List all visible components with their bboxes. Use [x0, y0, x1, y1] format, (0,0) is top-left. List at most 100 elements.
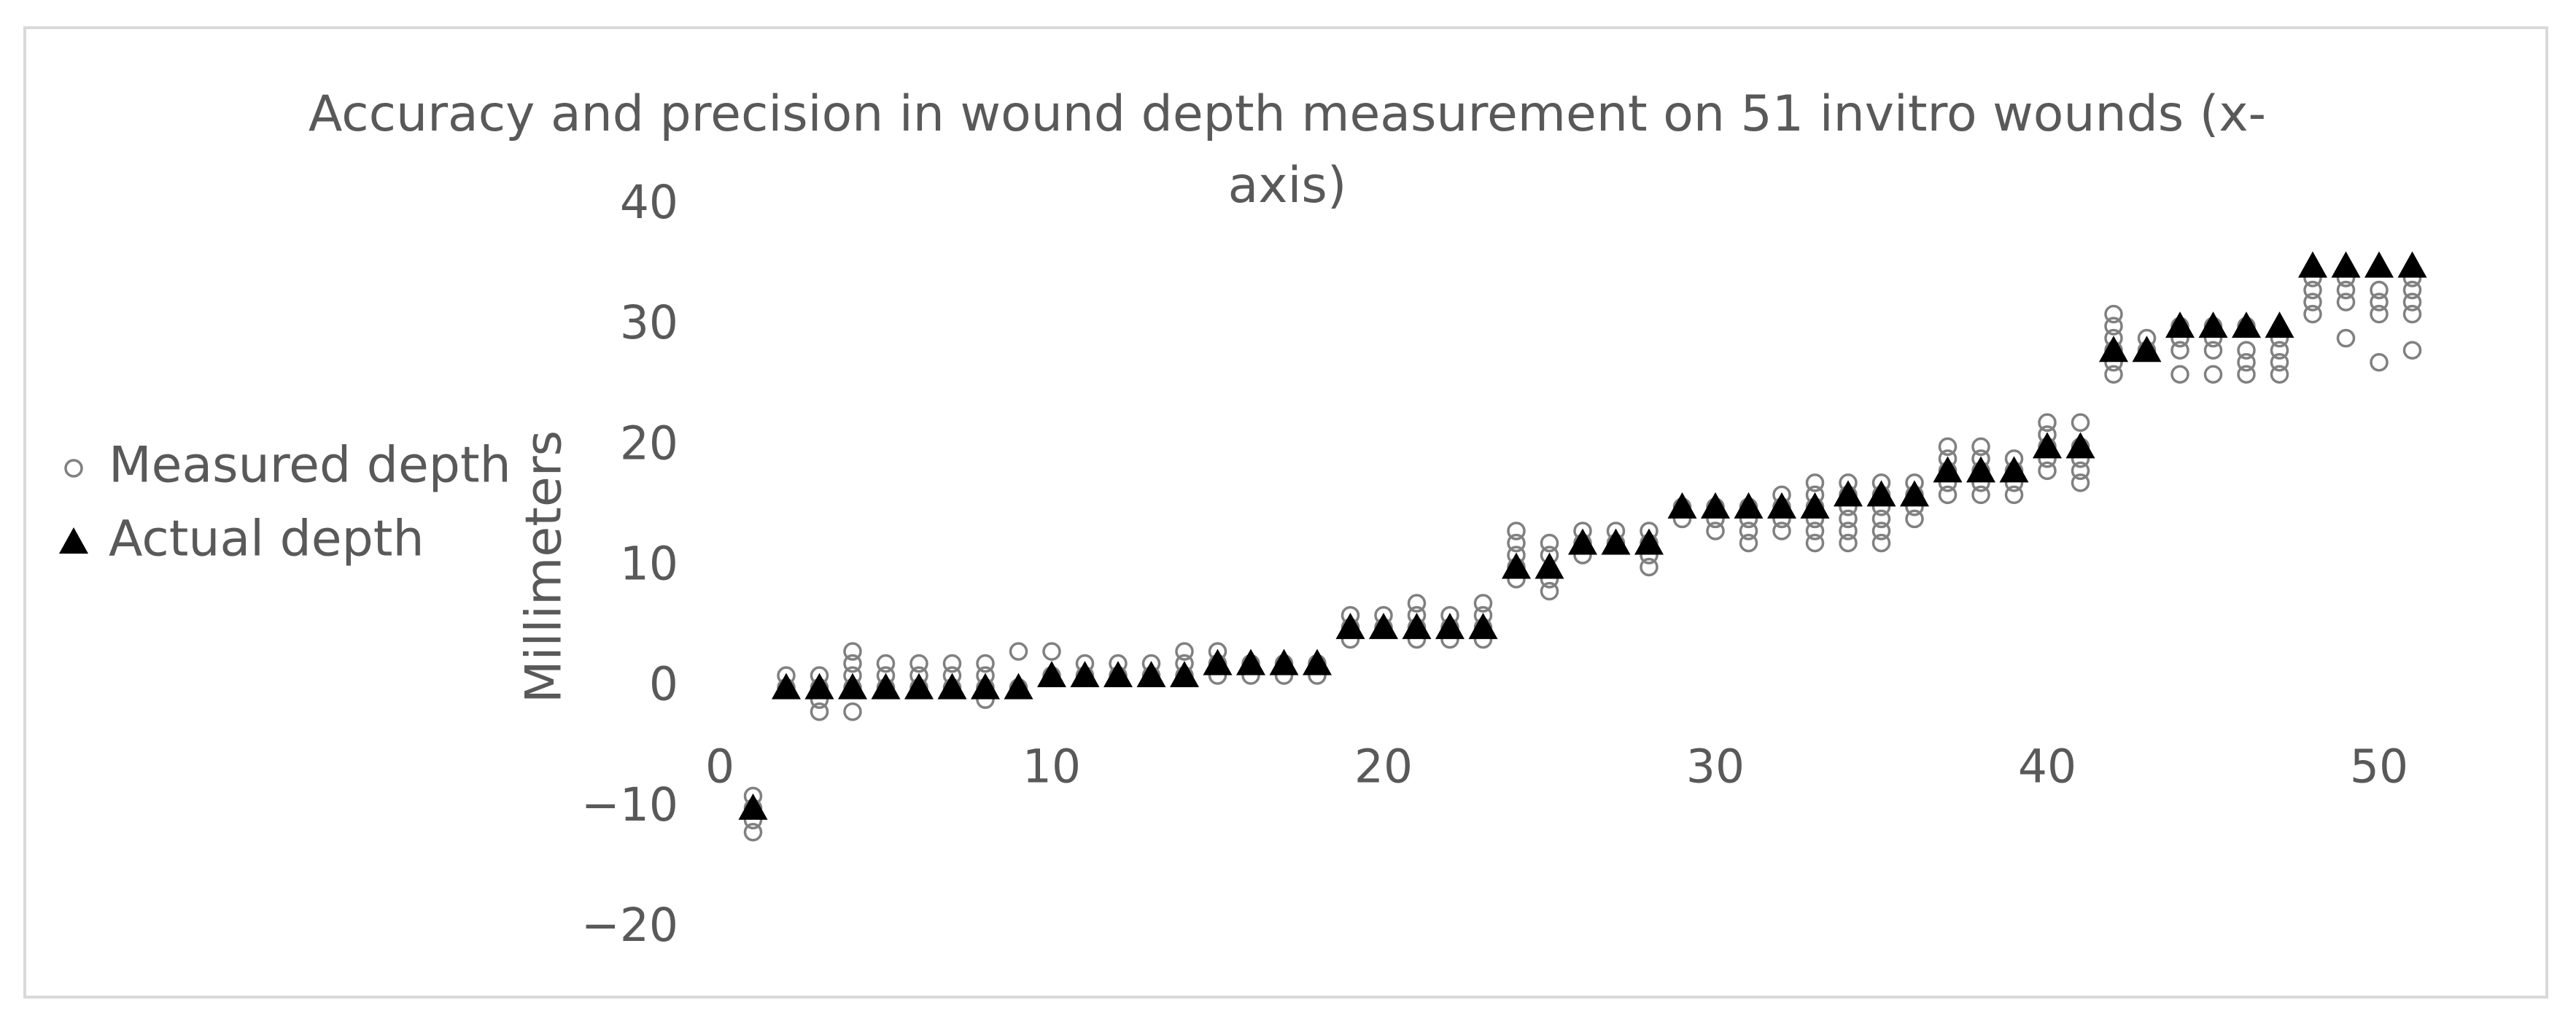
data-point — [2104, 365, 2123, 384]
data-point — [2071, 461, 2090, 481]
data-point — [871, 673, 901, 699]
data-point — [2071, 473, 2090, 492]
data-point — [2237, 352, 2256, 372]
data-point — [2270, 365, 2289, 384]
data-point — [1971, 485, 1990, 505]
data-point — [843, 702, 862, 721]
data-point — [2370, 352, 2389, 372]
x-tick-label: 0 — [705, 740, 734, 794]
data-point — [738, 793, 768, 820]
data-point — [1767, 492, 1796, 519]
y-tick-label: 0 — [649, 658, 678, 711]
data-point — [2402, 341, 2422, 360]
data-point — [2370, 292, 2389, 311]
data-point — [1369, 613, 1398, 640]
data-point — [2402, 292, 2422, 311]
data-point — [1175, 642, 1194, 661]
data-point — [1601, 528, 1631, 555]
x-tick-label: 10 — [1023, 740, 1081, 794]
data-point — [2165, 311, 2195, 338]
data-point — [2336, 292, 2356, 311]
data-point — [743, 823, 763, 842]
data-point — [1772, 522, 1791, 540]
y-tick-label: 40 — [620, 176, 678, 229]
data-point — [2170, 341, 2189, 360]
data-point — [1535, 552, 1564, 579]
data-point — [2270, 341, 2289, 360]
data-point — [1667, 492, 1697, 519]
data-point — [2170, 365, 2189, 384]
legend-label: Measured depth — [109, 437, 511, 495]
legend-marker — [59, 527, 88, 554]
data-point — [1839, 522, 1858, 540]
chart-frame — [23, 26, 2548, 999]
data-point — [1739, 533, 1758, 553]
data-point — [1070, 661, 1100, 688]
data-point — [1540, 581, 1559, 601]
data-point — [1734, 492, 1764, 519]
data-point — [2132, 336, 2162, 363]
data-point — [976, 654, 995, 673]
data-point — [2203, 365, 2223, 384]
data-point — [1407, 594, 1427, 613]
data-point — [1933, 456, 1963, 483]
data-point — [1866, 480, 1896, 507]
data-point — [2402, 304, 2422, 324]
data-point — [937, 673, 967, 699]
data-point — [2303, 292, 2322, 311]
data-point — [942, 654, 962, 673]
data-point — [2303, 280, 2322, 300]
data-point — [1170, 661, 1199, 688]
data-point — [1871, 509, 1891, 529]
y-tick-label: −20 — [581, 899, 678, 952]
data-point — [971, 673, 1000, 699]
data-point — [2331, 251, 2361, 278]
data-point — [2370, 280, 2389, 300]
data-point — [1805, 473, 1825, 492]
data-point — [1540, 533, 1559, 553]
data-point — [2203, 341, 2223, 360]
data-point — [1402, 613, 1432, 640]
data-point — [1634, 528, 1664, 555]
data-point — [2038, 413, 2057, 433]
data-point — [1905, 509, 1924, 529]
data-point — [2370, 304, 2389, 324]
data-point — [1009, 642, 1028, 661]
y-tick-label: −10 — [581, 778, 678, 832]
data-point — [1805, 533, 1825, 553]
y-tick-label: 20 — [620, 416, 678, 470]
data-point — [2336, 280, 2356, 300]
data-point — [804, 673, 834, 699]
data-point — [904, 673, 934, 699]
x-tick-label: 30 — [1686, 740, 1745, 794]
data-point — [1335, 613, 1365, 640]
data-point — [2303, 304, 2322, 324]
data-point — [1800, 492, 1830, 519]
data-point — [2104, 304, 2123, 324]
data-point — [2270, 352, 2289, 372]
data-point — [1706, 522, 1725, 540]
data-point — [2265, 311, 2294, 338]
data-point — [843, 654, 862, 673]
legend-label: Actual depth — [109, 511, 424, 568]
data-point — [1507, 533, 1526, 553]
legend-marker — [64, 459, 83, 478]
y-tick-label: 30 — [620, 296, 678, 349]
data-point — [1136, 661, 1166, 688]
data-point — [2237, 341, 2256, 360]
data-point — [876, 654, 896, 673]
data-point — [1473, 594, 1493, 613]
data-point — [1966, 456, 1995, 483]
data-point — [1037, 661, 1066, 688]
data-point — [1236, 648, 1265, 675]
data-point — [2232, 311, 2261, 338]
data-point — [1507, 522, 1526, 540]
data-point — [2071, 413, 2090, 433]
data-point — [2099, 336, 2128, 363]
data-point — [1839, 533, 1858, 553]
data-point — [2198, 311, 2228, 338]
data-point — [1938, 437, 1958, 457]
data-point — [1739, 522, 1758, 540]
